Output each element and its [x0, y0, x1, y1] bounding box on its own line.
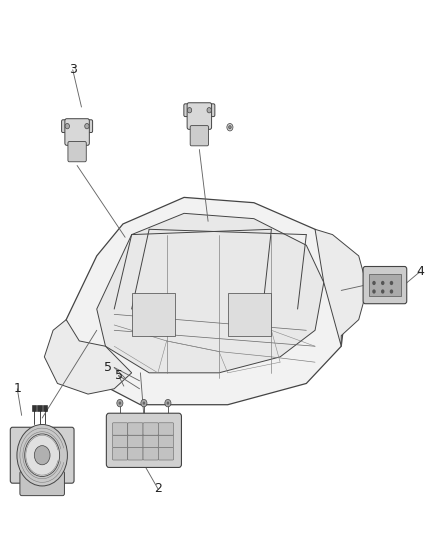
Circle shape: [141, 399, 147, 407]
FancyBboxPatch shape: [143, 435, 158, 448]
Text: 5: 5: [115, 369, 123, 382]
Text: 4: 4: [416, 265, 424, 278]
Circle shape: [166, 401, 169, 405]
FancyBboxPatch shape: [143, 423, 158, 435]
Circle shape: [119, 401, 121, 405]
Text: 1: 1: [13, 382, 21, 395]
Circle shape: [372, 281, 376, 285]
Circle shape: [390, 289, 393, 294]
FancyBboxPatch shape: [184, 104, 215, 117]
Polygon shape: [315, 229, 367, 346]
Circle shape: [381, 281, 385, 285]
FancyBboxPatch shape: [143, 448, 158, 460]
FancyBboxPatch shape: [20, 471, 64, 496]
FancyBboxPatch shape: [158, 423, 173, 435]
FancyBboxPatch shape: [369, 274, 401, 296]
FancyBboxPatch shape: [128, 435, 143, 448]
FancyBboxPatch shape: [113, 435, 128, 448]
FancyBboxPatch shape: [187, 103, 212, 130]
Text: 3: 3: [69, 63, 77, 76]
FancyBboxPatch shape: [65, 119, 89, 146]
FancyBboxPatch shape: [11, 427, 74, 483]
Circle shape: [229, 126, 231, 129]
FancyBboxPatch shape: [62, 120, 92, 133]
Polygon shape: [44, 320, 132, 394]
Text: 2: 2: [154, 482, 162, 495]
Bar: [37, 405, 42, 411]
Circle shape: [187, 108, 192, 113]
Circle shape: [372, 289, 376, 294]
Circle shape: [227, 124, 233, 131]
Polygon shape: [97, 213, 324, 373]
FancyBboxPatch shape: [190, 126, 208, 146]
Circle shape: [34, 446, 50, 465]
Bar: [42, 405, 47, 411]
Circle shape: [17, 424, 67, 486]
FancyBboxPatch shape: [106, 413, 181, 467]
FancyBboxPatch shape: [158, 435, 173, 448]
Text: 5: 5: [104, 361, 112, 374]
FancyBboxPatch shape: [128, 448, 143, 460]
Circle shape: [143, 401, 145, 405]
Bar: [228, 293, 272, 336]
Circle shape: [117, 399, 123, 407]
Circle shape: [165, 399, 171, 407]
Circle shape: [390, 281, 393, 285]
FancyBboxPatch shape: [68, 142, 86, 162]
Bar: [32, 405, 36, 411]
Polygon shape: [66, 197, 350, 405]
FancyBboxPatch shape: [158, 448, 173, 460]
Circle shape: [85, 124, 89, 129]
Circle shape: [207, 108, 212, 113]
FancyBboxPatch shape: [128, 423, 143, 435]
FancyBboxPatch shape: [113, 423, 128, 435]
Circle shape: [65, 124, 70, 129]
FancyBboxPatch shape: [113, 448, 128, 460]
Bar: [132, 293, 175, 336]
Circle shape: [381, 289, 385, 294]
Circle shape: [25, 434, 60, 477]
FancyBboxPatch shape: [363, 266, 407, 304]
